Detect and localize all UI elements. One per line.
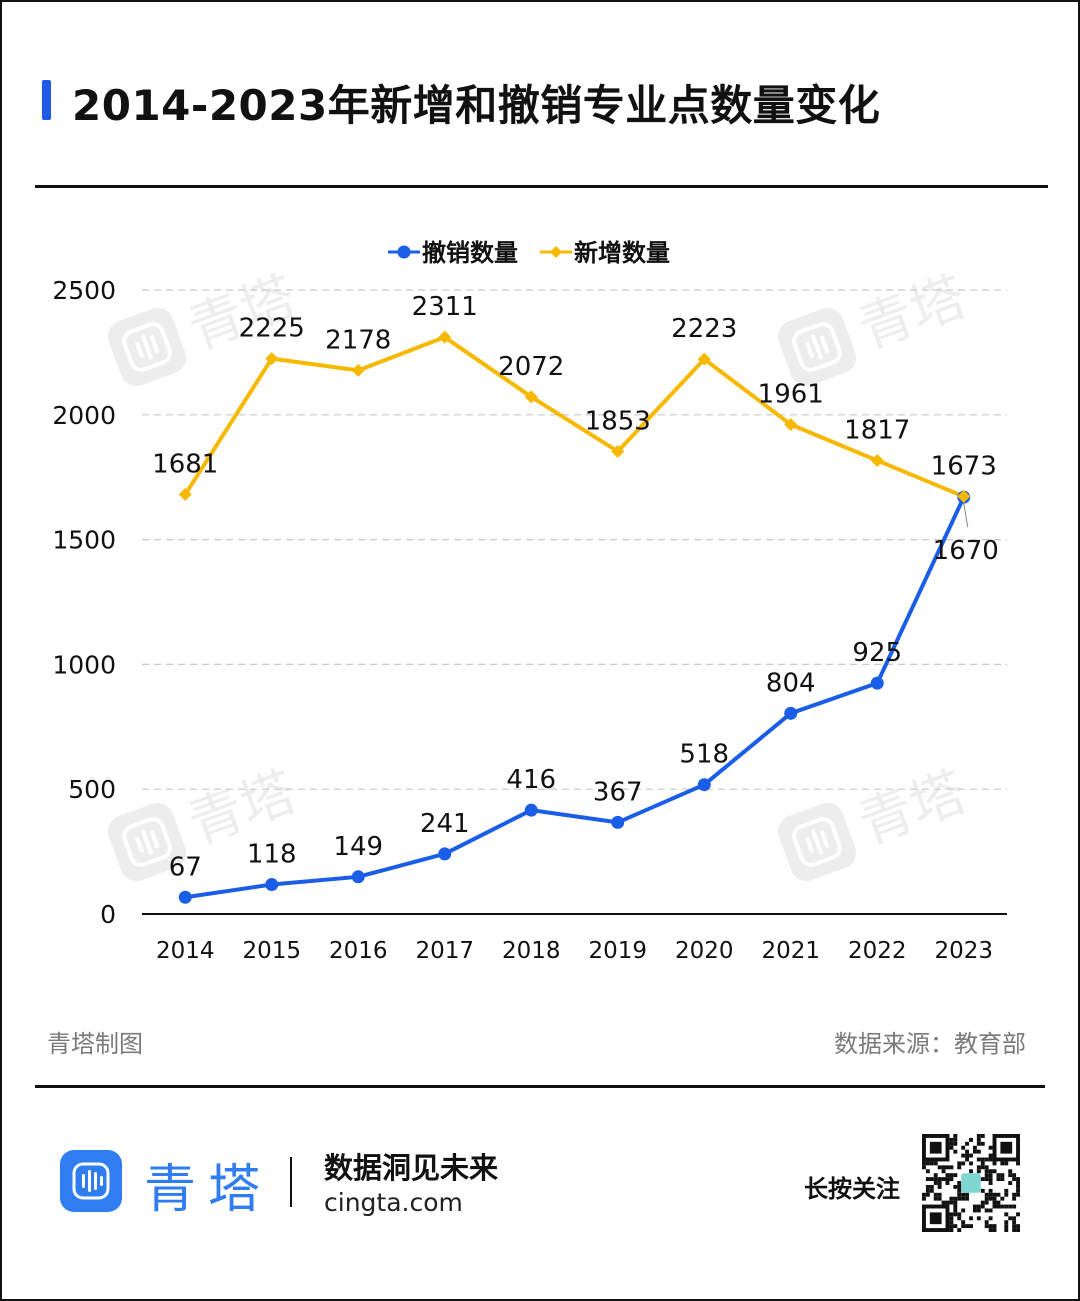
- x-tick-label: 2023: [934, 938, 993, 964]
- data-label: 1673: [931, 451, 997, 481]
- data-point: [524, 803, 538, 817]
- watermark-text: 青塔: [851, 265, 974, 361]
- x-tick-label: 2015: [242, 938, 301, 964]
- data-label: 2072: [498, 352, 564, 382]
- label-leader-line: [963, 503, 969, 528]
- data-label: 804: [766, 668, 816, 698]
- x-tick-label: 2020: [675, 938, 734, 964]
- data-label: 241: [420, 809, 470, 839]
- data-point: [870, 453, 884, 467]
- data-point: [784, 706, 798, 720]
- data-label: 118: [247, 840, 297, 870]
- data-label: 2311: [412, 292, 478, 322]
- series-line-revoked: [184, 496, 966, 900]
- data-point: [611, 815, 625, 829]
- data-label: 367: [593, 777, 643, 807]
- legend-label: 新增数量: [574, 239, 670, 267]
- data-point: [265, 352, 279, 366]
- watermark-logo: [777, 802, 857, 882]
- y-tick-label: 1500: [52, 526, 116, 555]
- watermark-logo: [777, 307, 857, 387]
- data-point: [178, 487, 192, 501]
- data-label: 2178: [325, 325, 391, 355]
- x-tick-label: 2019: [588, 938, 647, 964]
- series-line-added: [183, 335, 965, 499]
- watermark-text: 青塔: [851, 760, 974, 856]
- y-tick-label: 2000: [52, 401, 116, 430]
- data-point: [611, 444, 625, 458]
- chart-credit: 青塔制图: [47, 1030, 143, 1058]
- data-point: [784, 418, 798, 432]
- data-point: [524, 390, 538, 404]
- data-label: 1670: [933, 536, 999, 566]
- data-point: [870, 676, 884, 690]
- data-label: 1817: [844, 415, 910, 445]
- title-accent-bar: [42, 80, 51, 120]
- brand-slogan: 数据洞见未来: [324, 1151, 499, 1185]
- legend-marker: [397, 245, 411, 259]
- x-tick-label: 2016: [329, 938, 388, 964]
- data-point: [178, 890, 192, 904]
- bottom-divider: [35, 1085, 1045, 1088]
- follow-prompt: 长按关注: [804, 1175, 900, 1203]
- data-label: 1961: [758, 380, 824, 410]
- x-tick-label: 2022: [848, 938, 907, 964]
- data-label: 67: [169, 852, 202, 882]
- data-label: 149: [333, 832, 383, 862]
- y-tick-label: 0: [100, 900, 116, 929]
- data-label: 1681: [152, 449, 218, 479]
- chart-title: 2014-2023年新增和撤销专业点数量变化: [72, 81, 881, 130]
- data-label: 1853: [585, 406, 651, 436]
- watermark-logo: [107, 802, 187, 882]
- legend-marker: [550, 246, 562, 258]
- data-source: 数据来源：教育部: [834, 1030, 1026, 1058]
- data-point: [957, 489, 971, 503]
- data-point: [438, 330, 452, 344]
- top-divider: [35, 185, 1048, 188]
- brand-url[interactable]: cingta.com: [324, 1188, 463, 1217]
- y-tick-label: 2500: [52, 276, 116, 305]
- x-tick-label: 2021: [761, 938, 820, 964]
- data-point: [697, 352, 711, 366]
- watermark-logo: [107, 307, 187, 387]
- data-label: 925: [852, 638, 902, 668]
- y-tick-label: 1000: [52, 650, 116, 679]
- data-label: 518: [679, 740, 729, 770]
- data-point: [438, 847, 452, 861]
- cingta-logo-icon: [60, 1150, 122, 1212]
- data-label: 2223: [671, 314, 737, 344]
- x-tick-label: 2018: [502, 938, 561, 964]
- x-tick-label: 2014: [156, 938, 215, 964]
- data-point: [697, 778, 711, 792]
- data-label: 416: [506, 765, 556, 795]
- x-tick-label: 2017: [415, 938, 474, 964]
- data-label: 2225: [239, 314, 305, 344]
- brand-name: 青塔: [144, 1160, 273, 1220]
- brand-divider: [290, 1157, 292, 1207]
- qr-code-icon[interactable]: [922, 1134, 1020, 1232]
- data-point: [351, 870, 365, 884]
- data-point: [265, 878, 279, 892]
- data-point: [351, 363, 365, 377]
- y-tick-label: 500: [68, 775, 116, 804]
- legend-label: 撤销数量: [422, 239, 518, 267]
